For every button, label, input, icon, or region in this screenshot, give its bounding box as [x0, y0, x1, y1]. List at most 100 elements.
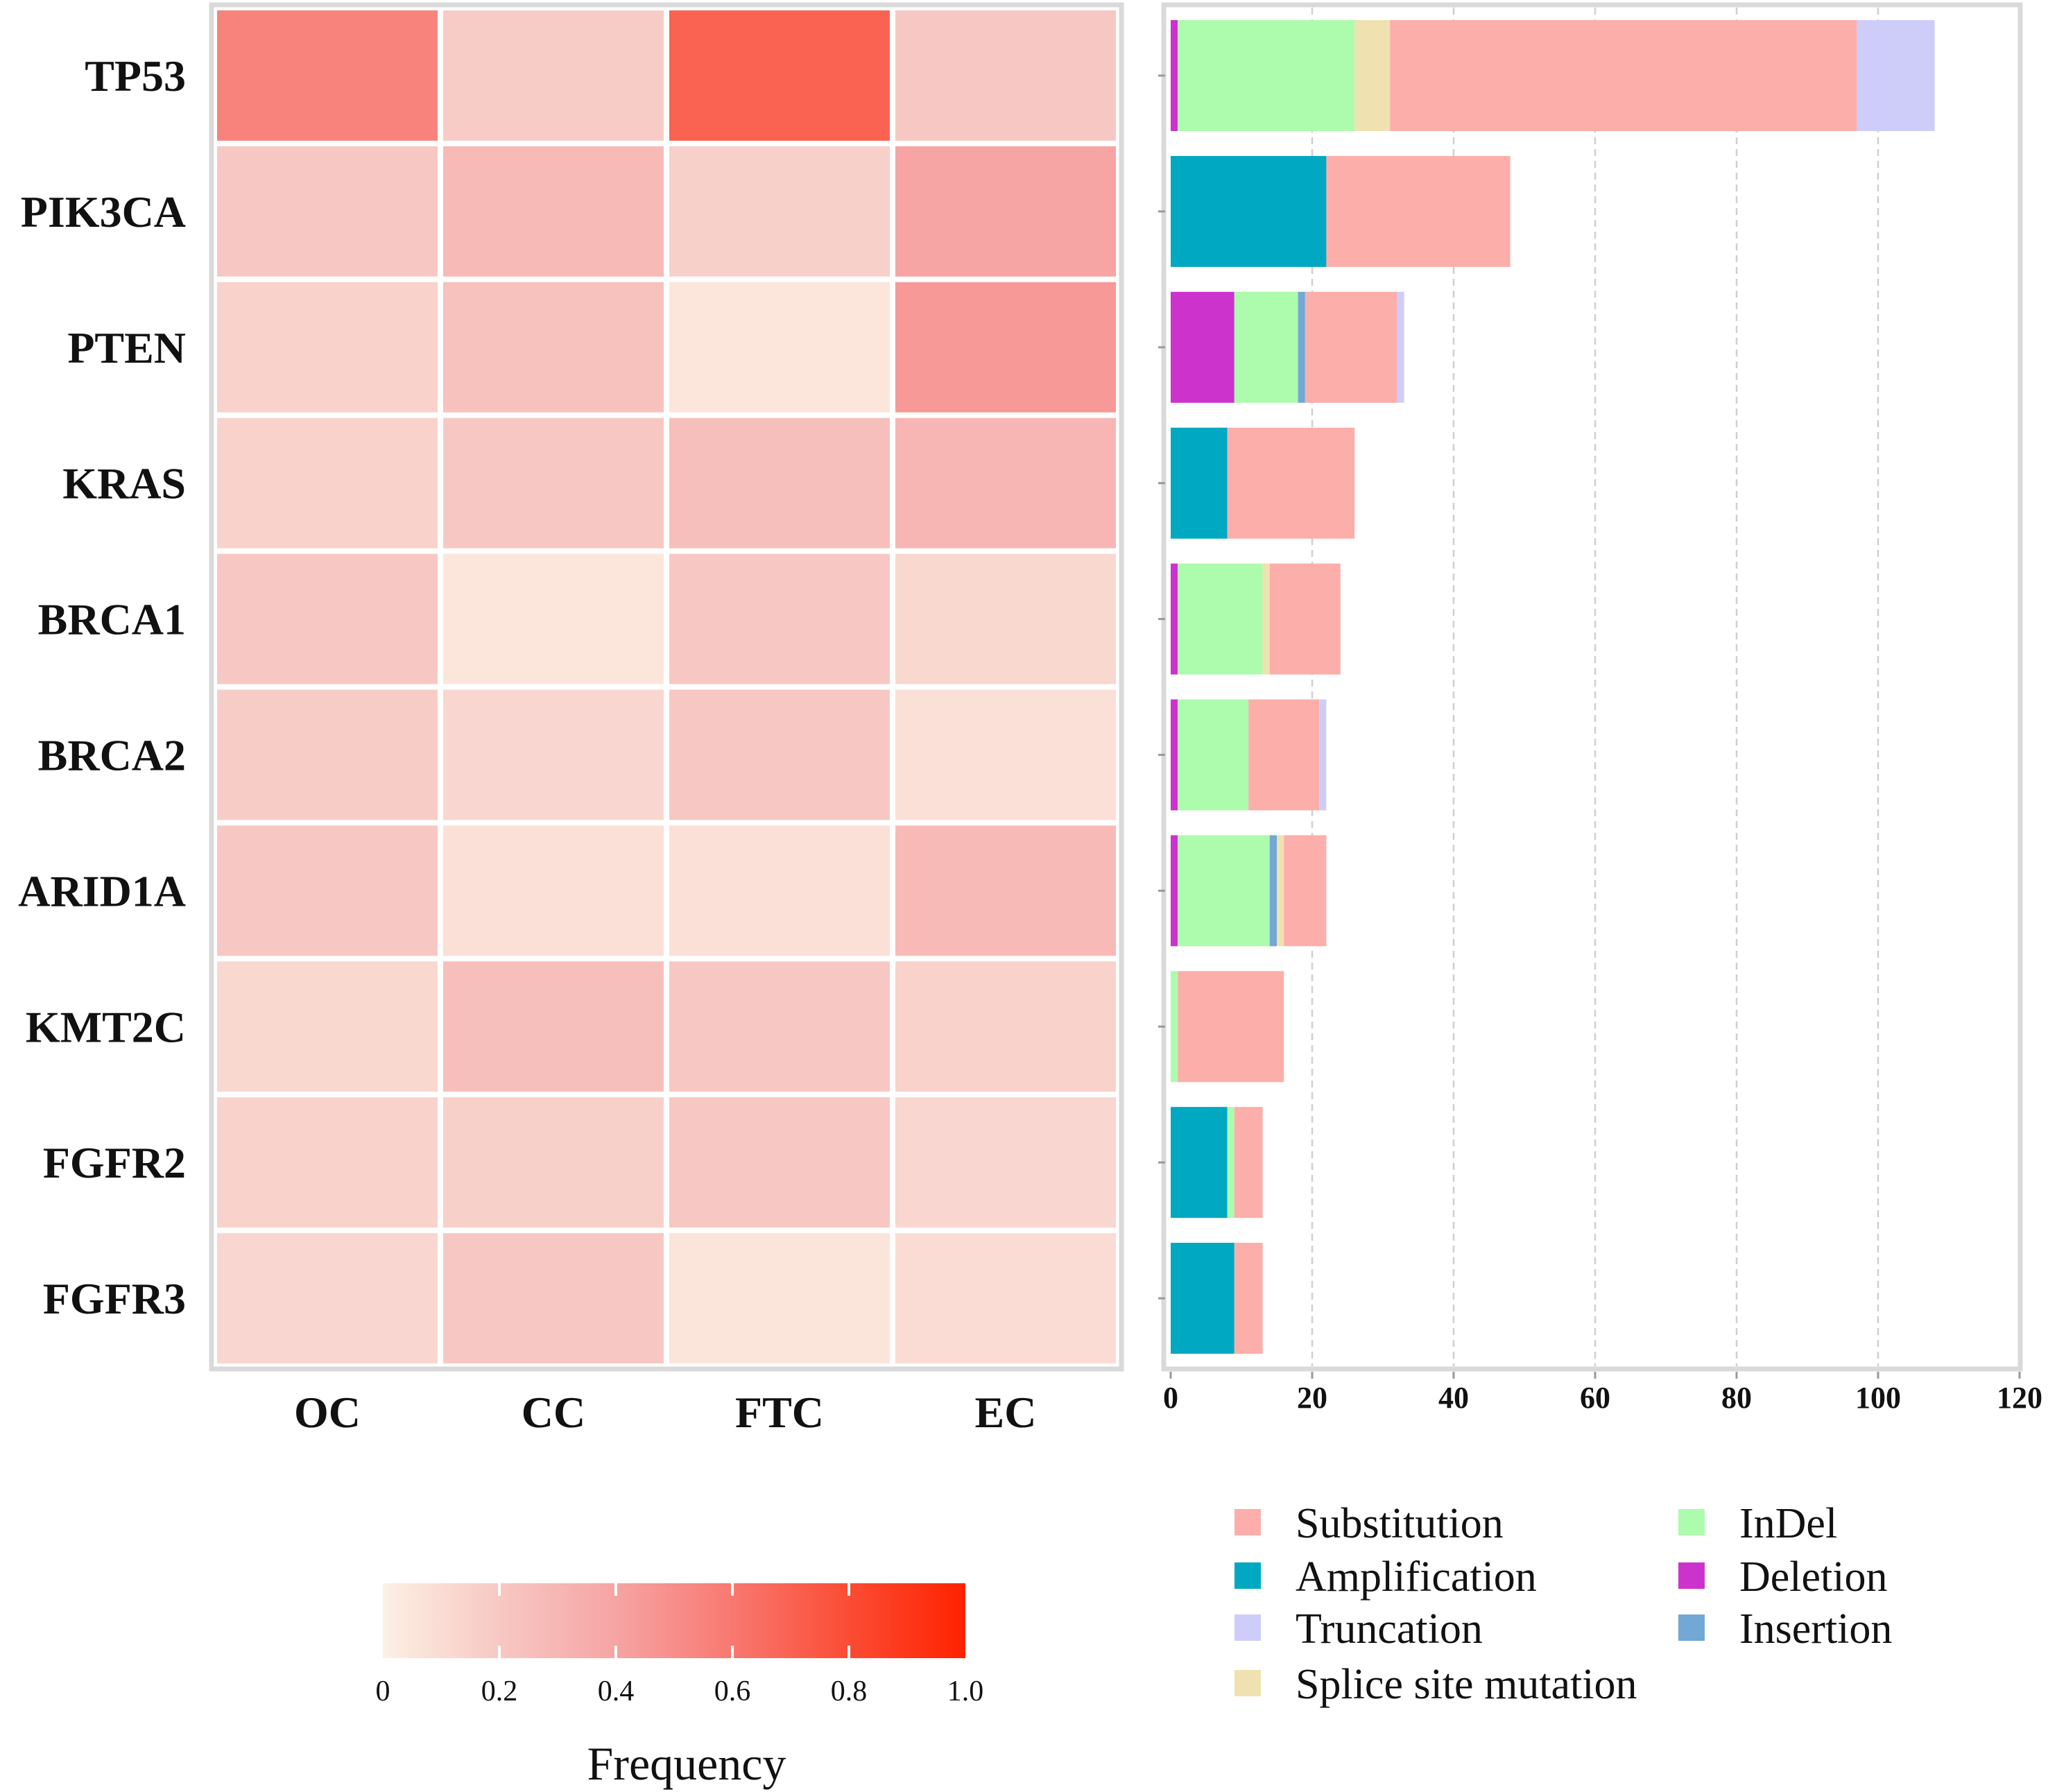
heatmap-cell-pik3ca-oc: [217, 146, 438, 277]
colorbar-label-0-6: 0.6: [714, 1675, 751, 1707]
heatmap-cell-kmt2c-ftc: [669, 961, 890, 1092]
heatmap-cell-pik3ca-ec: [895, 146, 1116, 277]
gene-label-tp53: TP53: [85, 51, 186, 101]
x-tick-label-20: 20: [1297, 1381, 1327, 1415]
bar-kras-amplification: [1171, 427, 1228, 539]
legend-label-splice-site-mutation: Splice site mutation: [1296, 1661, 1637, 1708]
heatmap-cell-brca1-ec: [895, 553, 1116, 684]
heatmap-cell-kras-ftc: [669, 417, 890, 549]
gene-label-pik3ca: PIK3CA: [21, 187, 186, 236]
heatmap-cell-tp53-ftc: [669, 10, 890, 141]
heatmap-cell-arid1a-cc: [443, 825, 664, 956]
bar-fgfr3-substitution: [1234, 1243, 1263, 1354]
bar-brca1-substitution: [1269, 563, 1341, 675]
bar-arid1a-deletion: [1171, 835, 1178, 947]
heatmap-cell-brca2-ftc: [669, 689, 890, 820]
bar-pik3ca-amplification: [1171, 155, 1327, 267]
bar-arid1a-substitution: [1284, 835, 1327, 947]
heatmap-cell-pten-oc: [217, 282, 438, 413]
bar-brca2-indel: [1178, 699, 1249, 811]
bar-arid1a-insertion: [1269, 835, 1277, 947]
legend-label-amplification: Amplification: [1296, 1553, 1537, 1601]
colorbar-label-0-8: 0.8: [831, 1675, 868, 1707]
column-label-cc: CC: [522, 1388, 585, 1437]
heatmap-cell-pten-cc: [443, 282, 664, 413]
bar-chart-bars: [1171, 20, 1935, 1354]
heatmap-cell-arid1a-ec: [895, 825, 1116, 956]
heatmap-cell-kmt2c-ec: [895, 961, 1116, 1092]
bar-tp53-indel: [1178, 20, 1355, 131]
bar-brca2-truncation: [1319, 699, 1327, 811]
x-tick-label-80: 80: [1721, 1381, 1752, 1415]
x-tick-label-60: 60: [1580, 1381, 1610, 1415]
bar-fgfr3-amplification: [1171, 1243, 1234, 1354]
legend-label-substitution: Substitution: [1296, 1500, 1504, 1547]
heatmap-cell-arid1a-ftc: [669, 825, 890, 956]
bar-tp53-splice-site-mutation: [1354, 20, 1391, 131]
bar-arid1a-indel: [1178, 835, 1270, 947]
heatmap-cells: [217, 10, 1116, 1363]
legend-swatch-splice-site-mutation: [1234, 1670, 1261, 1696]
x-tick-label-0: 0: [1163, 1381, 1178, 1415]
bar-pten-indel: [1234, 291, 1298, 403]
heatmap-cell-pik3ca-cc: [443, 146, 664, 277]
heatmap-row-labels: TP53 PIK3CA PTEN KRAS BRCA1 BRCA2 ARID1A KMT2C F…: [18, 51, 186, 1323]
heatmap-panel: TP53 PIK3CA PTEN KRAS BRCA1 BRCA2 ARID1A KMT2C F…: [18, 2, 1124, 1437]
legend-swatch-deletion: [1678, 1562, 1705, 1589]
bar-kmt2c-indel: [1171, 971, 1178, 1083]
legend-label-indel: InDel: [1739, 1500, 1837, 1547]
bar-fgfr2-amplification: [1171, 1107, 1228, 1218]
bar-tp53-truncation: [1857, 20, 1935, 131]
heatmap-cell-tp53-oc: [217, 10, 438, 141]
legend-swatch-amplification: [1234, 1562, 1261, 1589]
bar-kmt2c-substitution: [1178, 971, 1284, 1083]
bar-tp53-substitution: [1390, 20, 1857, 131]
heatmap-column-labels: OC CC FTC EC: [294, 1388, 1036, 1437]
heatmap-cell-kmt2c-oc: [217, 961, 438, 1092]
frequency-colorbar: 0 0.2 0.4 0.6 0.8 1.0 Frequency: [376, 1583, 984, 1790]
bar-chart-panel: 0 20 40 60 80 100 120: [1158, 2, 2042, 1415]
heatmap-cell-kras-ec: [895, 417, 1116, 549]
x-tick-label-120: 120: [1997, 1381, 2042, 1415]
legend-label-deletion: Deletion: [1739, 1553, 1888, 1601]
heatmap-cell-kras-cc: [443, 417, 664, 549]
column-label-ec: EC: [975, 1388, 1037, 1437]
gene-label-pten: PTEN: [67, 323, 186, 372]
heatmap-cell-brca2-cc: [443, 689, 664, 820]
heatmap-cell-fgfr2-ec: [895, 1097, 1116, 1228]
colorbar-label-1-0: 1.0: [947, 1675, 984, 1707]
bar-brca2-substitution: [1248, 699, 1320, 811]
heatmap-cell-pik3ca-ftc: [669, 146, 890, 277]
colorbar-label-0: 0: [376, 1675, 390, 1707]
bar-pten-substitution: [1305, 291, 1397, 403]
heatmap-cell-arid1a-oc: [217, 825, 438, 956]
heatmap-cell-fgfr3-ec: [895, 1233, 1116, 1363]
bar-brca1-indel: [1178, 563, 1263, 675]
heatmap-cell-fgfr3-cc: [443, 1233, 664, 1363]
heatmap-cell-brca1-ftc: [669, 553, 890, 684]
gene-label-fgfr3: FGFR3: [43, 1274, 186, 1323]
legend-swatch-substitution: [1234, 1509, 1261, 1535]
heatmap-cell-tp53-ec: [895, 10, 1116, 141]
bar-fgfr2-indel: [1227, 1107, 1234, 1218]
legend-swatch-indel: [1678, 1509, 1705, 1535]
bar-brca2-deletion: [1171, 699, 1178, 811]
heatmap-cell-pten-ec: [895, 282, 1116, 413]
bar-chart-frame: [1161, 2, 2023, 1372]
bar-brca1-deletion: [1171, 563, 1178, 675]
heatmap-cell-pten-ftc: [669, 282, 890, 413]
x-tick-label-40: 40: [1438, 1381, 1469, 1415]
heatmap-cell-fgfr2-oc: [217, 1097, 438, 1228]
legend-label-insertion: Insertion: [1739, 1605, 1892, 1653]
bar-kras-substitution: [1227, 427, 1355, 539]
heatmap-cell-fgfr3-ftc: [669, 1233, 890, 1363]
gene-label-brca2: BRCA2: [38, 731, 186, 780]
legend-label-truncation: Truncation: [1296, 1605, 1483, 1653]
heatmap-cell-brca1-cc: [443, 553, 664, 684]
gene-label-kras: KRAS: [62, 459, 186, 508]
x-tick-label-100: 100: [1855, 1381, 1901, 1415]
legend-swatch-truncation: [1234, 1614, 1261, 1641]
colorbar-label-0-4: 0.4: [598, 1675, 635, 1707]
heatmap-cell-fgfr2-ftc: [669, 1097, 890, 1228]
bar-pten-insertion: [1298, 291, 1305, 403]
